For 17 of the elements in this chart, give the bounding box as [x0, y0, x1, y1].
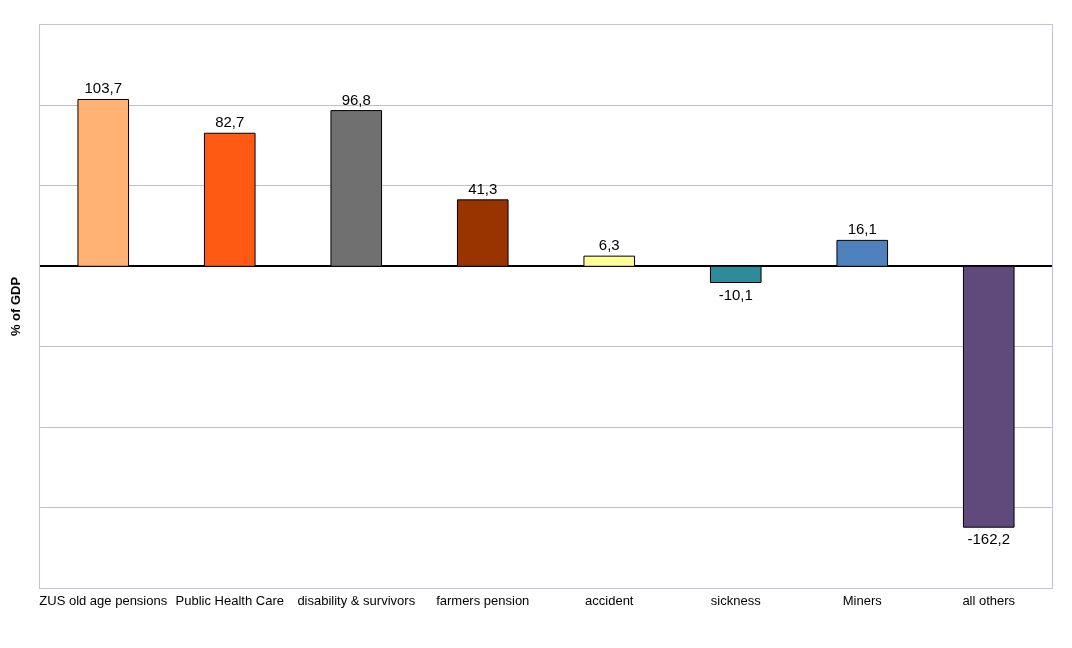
- x-tick-label: Miners: [842, 592, 883, 608]
- data-label: -162,2: [967, 530, 1011, 548]
- data-label: -10,1: [718, 285, 753, 303]
- data-label: 96,8: [341, 90, 371, 108]
- data-label: 103,7: [84, 79, 123, 97]
- x-tick-label: sickness: [710, 592, 762, 608]
- x-tick-label: accident: [585, 592, 634, 608]
- data-label: 16,1: [847, 220, 877, 238]
- y-axis-title: % of GDP: [7, 276, 23, 337]
- data-label: 41,3: [468, 179, 498, 197]
- data-label: 82,7: [215, 113, 245, 131]
- x-tick-label: farmers pension: [436, 592, 530, 608]
- x-tick-label: disability & survivors: [297, 592, 416, 608]
- x-tick-label: ZUS old age pensions: [39, 592, 168, 608]
- data-label: 6,3: [598, 236, 620, 254]
- x-tick-label: all others: [962, 592, 1016, 608]
- x-tick-label: Public Health Care: [175, 592, 284, 608]
